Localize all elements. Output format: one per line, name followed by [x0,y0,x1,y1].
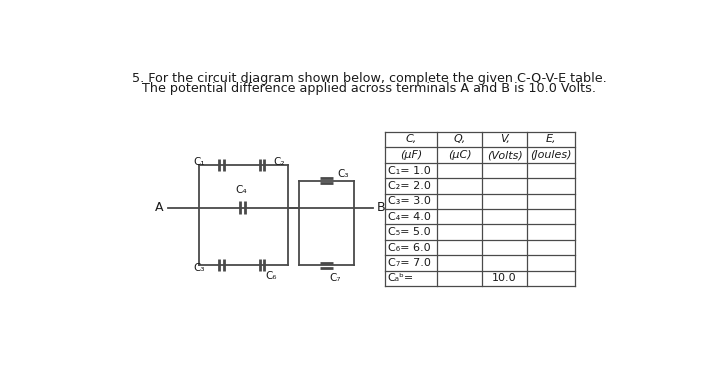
Text: 5. For the circuit diagram shown below, complete the given C-Q-V-E table.: 5. For the circuit diagram shown below, … [132,72,606,85]
Text: C₃: C₃ [193,263,204,274]
Text: C₇: C₇ [330,273,341,283]
Text: B: B [377,201,385,214]
Text: (μF): (μF) [400,150,422,160]
Text: Cₐᵇ=: Cₐᵇ= [387,274,414,283]
Text: 10.0: 10.0 [492,274,517,283]
Text: (Volts): (Volts) [487,150,523,160]
Text: (Joules): (Joules) [531,150,572,160]
Text: A: A [155,201,163,214]
Text: C₄= 4.0: C₄= 4.0 [387,212,431,222]
Text: (μC): (μC) [448,150,472,160]
Text: C₁= 1.0: C₁= 1.0 [387,165,431,176]
Text: C₆= 6.0: C₆= 6.0 [387,243,431,253]
Text: C₇= 7.0: C₇= 7.0 [387,258,431,268]
Text: C₃= 3.0: C₃= 3.0 [387,196,431,206]
Text: C₁: C₁ [193,157,204,167]
Text: C₃: C₃ [337,170,348,180]
Text: C₄: C₄ [235,185,247,195]
Text: C,: C, [405,134,416,144]
Text: E,: E, [546,134,557,144]
Text: C₆: C₆ [265,271,276,281]
Text: V,: V, [500,134,510,144]
Text: C₂: C₂ [274,157,285,167]
Text: C₂= 2.0: C₂= 2.0 [387,181,431,191]
Text: Q,: Q, [454,134,466,144]
Text: C₅= 5.0: C₅= 5.0 [387,227,431,237]
Text: The potential difference applied across terminals A and B is 10.0 Volts.: The potential difference applied across … [142,83,596,96]
